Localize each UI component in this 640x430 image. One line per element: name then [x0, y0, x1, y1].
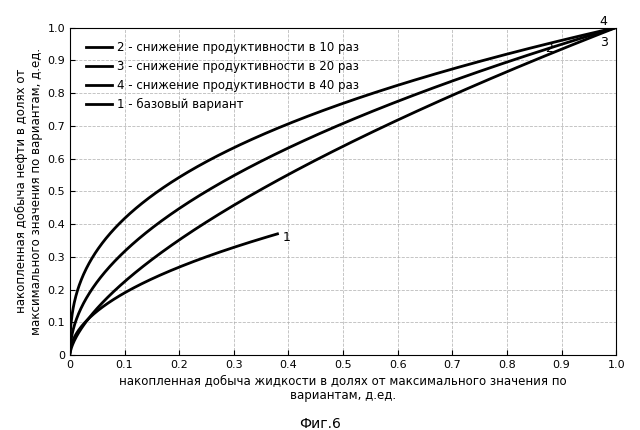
Text: 2: 2 — [545, 42, 553, 55]
Y-axis label: накопленная добыча нефти в долях от
максимального значения по вариантам, д.ед.: накопленная добыча нефти в долях от макс… — [15, 48, 43, 335]
Text: 3: 3 — [600, 36, 607, 49]
Text: Фиг.6: Фиг.6 — [299, 417, 341, 430]
X-axis label: накопленная добыча жидкости в долях от максимального значения по
вариантам, д.ед: накопленная добыча жидкости в долях от м… — [119, 374, 567, 402]
Text: 1: 1 — [283, 230, 291, 244]
Text: 4: 4 — [600, 15, 607, 28]
Legend: 2 - снижение продуктивности в 10 раз, 3 - снижение продуктивности в 20 раз, 4 - : 2 - снижение продуктивности в 10 раз, 3 … — [81, 37, 364, 116]
